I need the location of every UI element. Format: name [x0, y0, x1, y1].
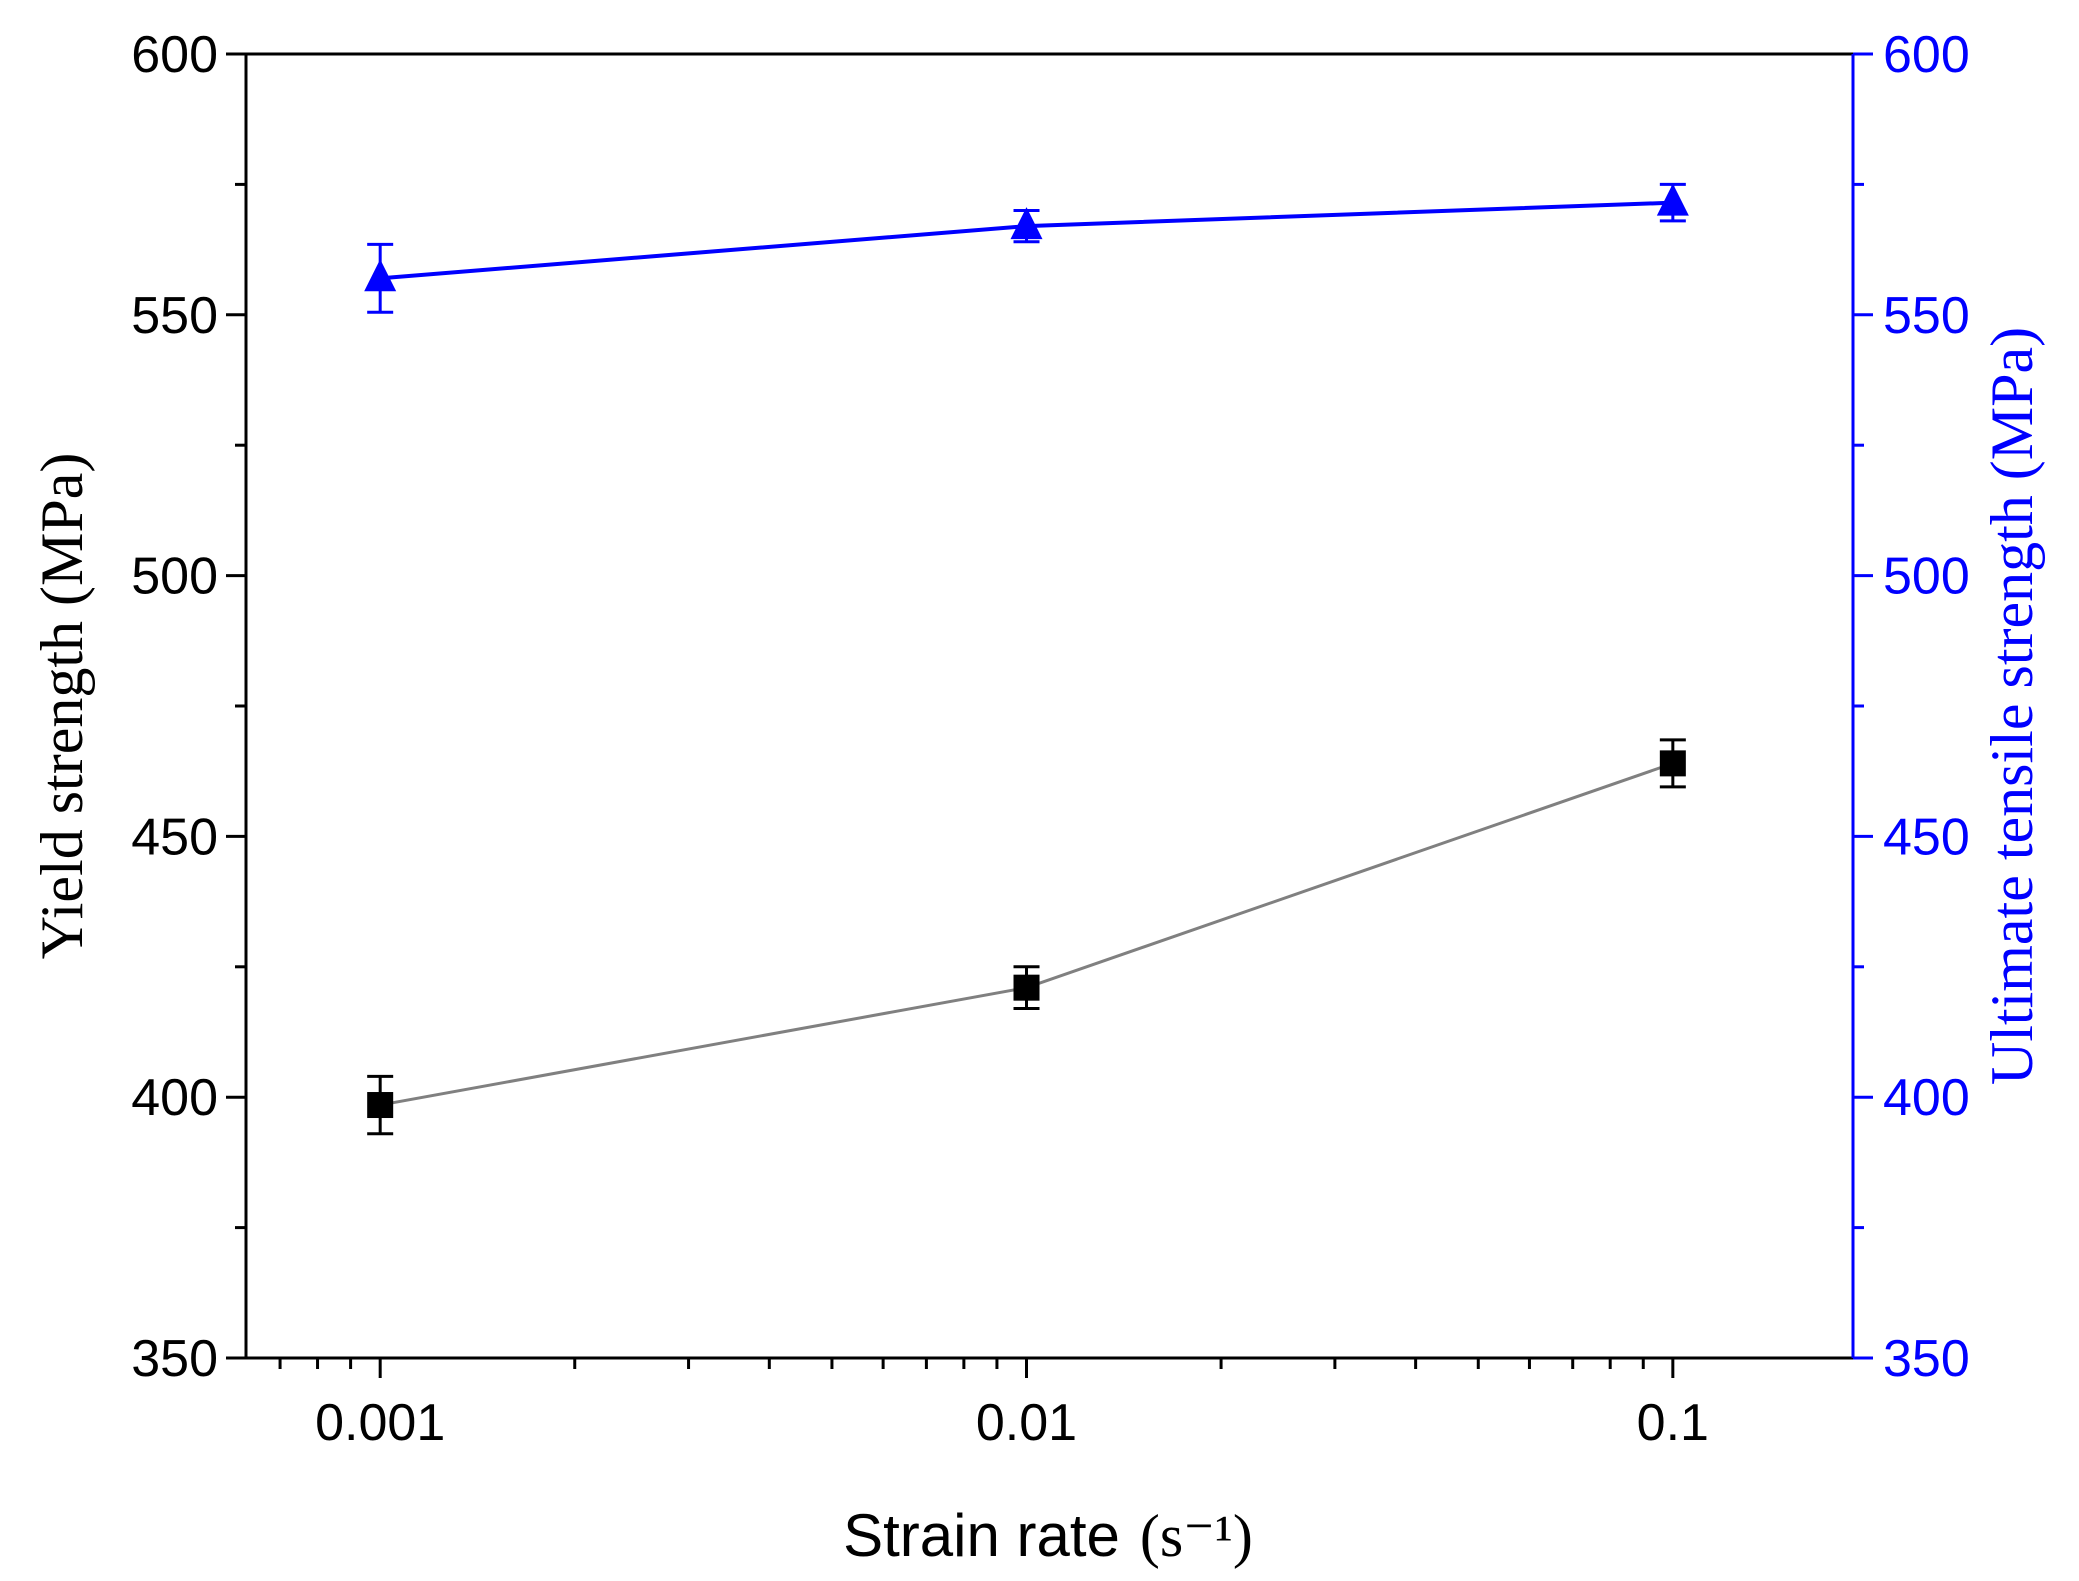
y-axis-right-title: Ultimate tensile strength (MPa): [1979, 327, 2045, 1085]
y-right-tick-label: 350: [1883, 1330, 1970, 1388]
y-left-tick-label: 600: [131, 26, 218, 84]
y-left-tick-label: 500: [131, 548, 218, 606]
y-left-tick-label: 400: [131, 1069, 218, 1127]
x-tick-label: 0.1: [1637, 1394, 1709, 1452]
data-point-square: [1013, 974, 1040, 1001]
y-right-tick-label: 400: [1883, 1069, 1970, 1127]
y-axis-left-title: Yield strength (MPa): [29, 453, 95, 960]
data-point-triangle: [1656, 183, 1689, 216]
x-axis-title-main: Strain rate: [843, 1502, 1120, 1569]
x-tick-label: 0.01: [976, 1394, 1077, 1452]
plot-area: [246, 54, 1853, 1358]
y-right-tick-label: 550: [1883, 287, 1970, 345]
y-right-tick-label: 500: [1883, 548, 1970, 606]
data-point-square: [367, 1092, 394, 1119]
x-axis-title: Strain rate (s⁻¹): [843, 1502, 1253, 1569]
y-left-tick-label: 450: [131, 808, 218, 866]
y-right-tick-label: 600: [1883, 26, 1970, 84]
x-axis-title-unit: (s⁻¹): [1140, 1503, 1253, 1569]
data-point-triangle: [364, 259, 397, 292]
uts-series: [364, 182, 1689, 314]
data-point-square: [1659, 750, 1686, 777]
yield-strength-series: [367, 738, 1686, 1136]
y-right-tick-label: 450: [1883, 808, 1970, 866]
data-point-triangle: [1010, 207, 1043, 240]
y-left-tick-label: 350: [131, 1330, 218, 1388]
y-left-tick-label: 550: [131, 287, 218, 345]
x-tick-label: 0.001: [315, 1394, 445, 1452]
